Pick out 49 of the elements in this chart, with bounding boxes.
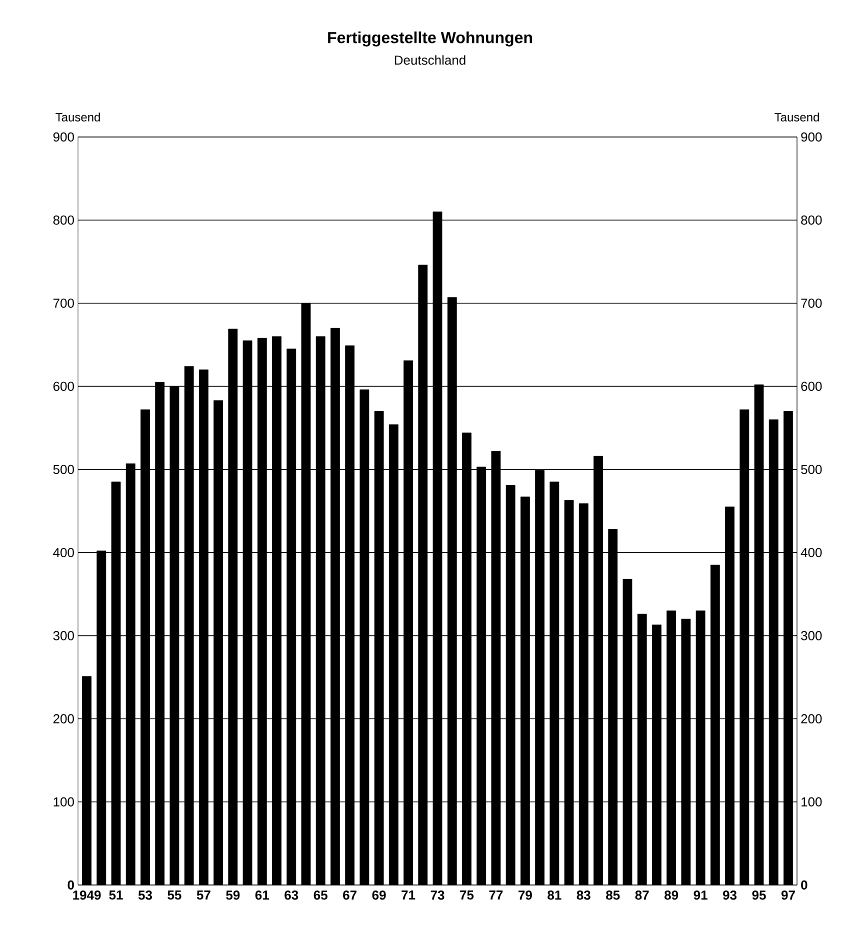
y-tick-label: 800 <box>53 216 74 225</box>
x-tick-label: 89 <box>664 890 678 900</box>
y2-tick-label: 200 <box>801 714 822 724</box>
x-tick-label: 87 <box>635 890 649 900</box>
y-tick-label: 600 <box>53 382 74 391</box>
y-tick-label: 100 <box>54 797 74 806</box>
x-tick-label: 55 <box>168 890 182 900</box>
x-tick-label: 83 <box>576 890 590 900</box>
y2-tick-label: 700 <box>801 298 822 308</box>
y-tick-label: 200 <box>53 714 74 724</box>
x-tick-label: 95 <box>752 890 766 900</box>
y2-tick-label: 0 <box>801 880 808 890</box>
x-tick-label: 85 <box>606 890 620 900</box>
x-tick-label: 97 <box>781 890 795 900</box>
x-tick-label: 75 <box>460 890 474 900</box>
x-tick-label: 53 <box>138 890 152 900</box>
x-tick-label: 1949 <box>73 890 101 900</box>
x-tick-label: 57 <box>196 890 210 900</box>
x-tick-label: 71 <box>402 890 416 900</box>
x-tick-label: 91 <box>694 890 708 900</box>
y2-tick-label: 600 <box>801 382 822 391</box>
y-tick-label: 900 <box>53 132 74 142</box>
chart-subtitle: Deutschland <box>394 55 466 65</box>
y-tick-label: 0 <box>68 880 74 890</box>
x-tick-label: 77 <box>489 890 503 900</box>
y-axis-title: Tausend <box>56 112 100 122</box>
y2-tick-label: 500 <box>801 464 822 474</box>
y2-tick-label: 900 <box>801 132 822 142</box>
x-tick-label: 51 <box>109 890 123 900</box>
x-tick-label: 69 <box>372 890 386 900</box>
y2-tick-label: 100 <box>802 797 822 806</box>
y2-tick-label: 400 <box>800 548 822 558</box>
x-tick-label: 59 <box>226 890 240 900</box>
x-tick-label: 79 <box>518 890 532 900</box>
y2-axis-title: Tausend <box>774 112 819 122</box>
x-tick-label: 65 <box>314 890 328 900</box>
y2-tick-label: 800 <box>801 216 822 225</box>
y-tick-label: 500 <box>53 464 74 474</box>
y-tick-label: 700 <box>53 298 74 308</box>
x-tick-label: 93 <box>723 890 737 900</box>
x-tick-label: 61 <box>255 890 270 900</box>
y-tick-label: 400 <box>53 548 74 558</box>
x-tick-label: 73 <box>430 890 444 900</box>
x-tick-label: 81 <box>548 890 562 900</box>
y-tick-label: 300 <box>53 631 74 640</box>
x-tick-label: 63 <box>284 890 298 900</box>
y2-tick-label: 300 <box>801 631 822 640</box>
x-tick-label: 67 <box>343 890 356 900</box>
chart-title: Fertiggestellte Wohnungen <box>328 32 532 46</box>
